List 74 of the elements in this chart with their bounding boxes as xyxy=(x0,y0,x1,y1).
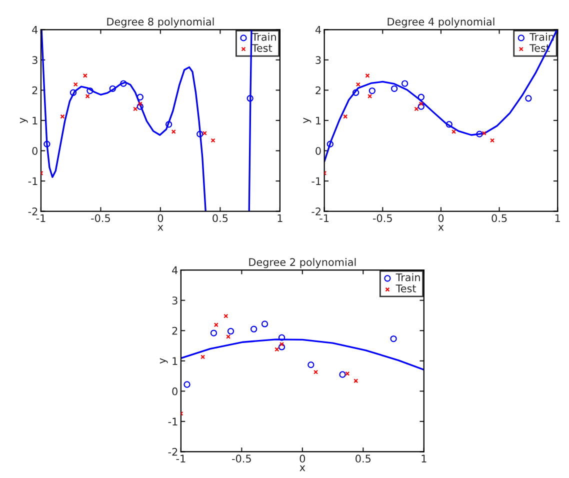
y-tick-label: 2 xyxy=(316,86,321,94)
y-tick-label: 1 xyxy=(316,116,321,124)
y-tick-label: -1 xyxy=(312,177,321,185)
point xyxy=(226,334,231,339)
x-tick-label: 0.5 xyxy=(212,214,228,222)
point xyxy=(452,129,456,134)
y-tick-label: 0 xyxy=(172,387,178,396)
point xyxy=(224,314,228,318)
y-tick-label: 4 xyxy=(32,26,38,34)
y-axis-title: y xyxy=(160,358,168,364)
x-tick-label: 0.5 xyxy=(492,214,507,222)
y-tick-label: 3 xyxy=(172,296,178,304)
point xyxy=(368,94,372,98)
y-tick-label: 2 xyxy=(172,326,178,335)
x-tick-label: 0.5 xyxy=(356,454,371,463)
y-tick-label: 4 xyxy=(315,26,321,34)
x-axis-title: x xyxy=(158,224,164,231)
point xyxy=(345,371,350,376)
y-tick-label: 2 xyxy=(32,86,38,94)
x-tick-label: 1 xyxy=(278,214,282,222)
point xyxy=(314,370,318,374)
x-axis-title: x xyxy=(300,465,306,472)
point xyxy=(365,73,370,78)
y-tick-label: -1 xyxy=(28,177,38,185)
chart-title: Degree 8 polynomial xyxy=(107,18,214,28)
point xyxy=(202,130,207,136)
point xyxy=(354,378,358,384)
legend-label: Train xyxy=(396,273,420,282)
y-tick-label: 4 xyxy=(172,266,178,274)
x-tick-label: -0.5 xyxy=(373,214,392,222)
y-tick-label: -1 xyxy=(168,418,178,426)
point xyxy=(82,73,88,78)
point xyxy=(73,82,78,87)
legend-label: Test xyxy=(252,44,272,52)
x-tick-label: 0 xyxy=(300,454,306,463)
x-tick-label: 1 xyxy=(555,214,560,222)
x-tick-label: 1 xyxy=(422,454,426,462)
x-tick-label: -0.5 xyxy=(232,454,251,463)
point xyxy=(280,342,284,346)
point xyxy=(210,138,216,143)
point xyxy=(60,114,65,119)
y-tick-label: 0 xyxy=(316,146,321,155)
x-tick-label: -0.5 xyxy=(91,214,110,222)
line-series xyxy=(180,338,424,371)
point xyxy=(133,106,138,112)
point xyxy=(274,347,280,352)
legend-label: Test xyxy=(396,284,416,292)
x-tick-label: 0 xyxy=(158,214,164,222)
point xyxy=(171,129,176,134)
x-axis-title: x xyxy=(438,224,444,231)
point xyxy=(356,82,360,87)
chart-title: Degree 2 polynomial xyxy=(249,258,356,268)
x-tick-label: 0 xyxy=(438,214,444,222)
point xyxy=(490,138,495,143)
y-axis-title: y xyxy=(303,118,312,124)
y-axis-title: y xyxy=(20,118,28,124)
y-tick-label: 3 xyxy=(316,56,321,64)
y-tick-label: -2 xyxy=(168,448,178,456)
point xyxy=(214,322,218,328)
y-tick-label: -2 xyxy=(312,208,321,216)
y-tick-label: 1 xyxy=(172,357,178,365)
point xyxy=(85,94,90,98)
point xyxy=(343,114,348,119)
y-tick-label: 1 xyxy=(32,116,38,124)
legend-label: Train xyxy=(252,32,276,41)
y-tick-label: -2 xyxy=(28,208,38,216)
point xyxy=(138,102,142,106)
point xyxy=(414,106,419,112)
point xyxy=(482,130,486,136)
y-tick-label: 3 xyxy=(32,56,38,64)
chart-title: Degree 4 polynomial xyxy=(388,18,494,28)
y-tick-label: 0 xyxy=(32,146,38,155)
point xyxy=(200,354,206,360)
point xyxy=(418,102,424,106)
